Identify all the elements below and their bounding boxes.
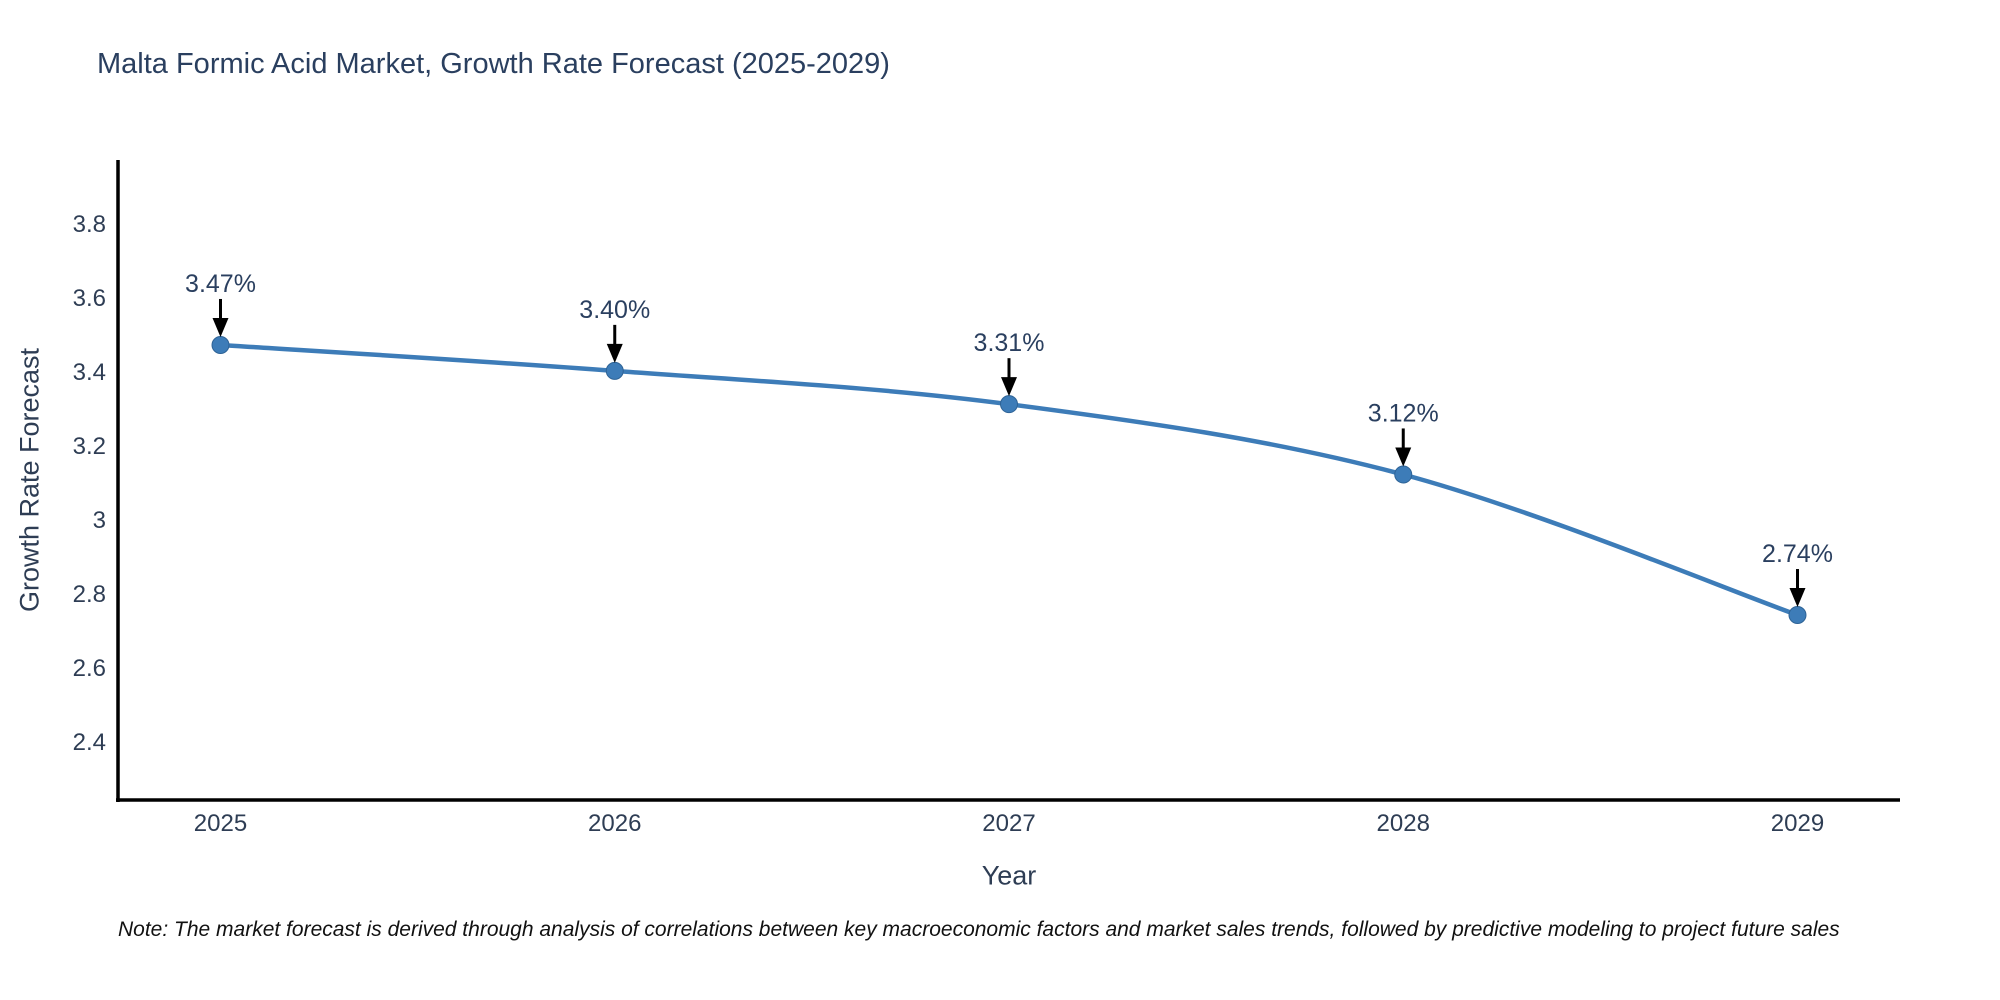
point-value-label: 3.47% xyxy=(185,270,256,298)
x-tick-label: 2028 xyxy=(1377,810,1430,837)
y-tick-label: 3.8 xyxy=(73,211,106,238)
data-point[interactable] xyxy=(605,361,624,380)
point-value-label: 2.74% xyxy=(1762,540,1833,568)
x-tick-label: 2026 xyxy=(588,810,641,837)
y-tick-label: 2.4 xyxy=(73,729,106,756)
x-tick-label: 2027 xyxy=(982,810,1035,837)
x-tick-label: 2025 xyxy=(194,810,247,837)
chart-title: Malta Formic Acid Market, Growth Rate Fo… xyxy=(97,48,890,80)
data-point[interactable] xyxy=(211,335,230,354)
data-point[interactable] xyxy=(1394,465,1413,484)
data-point[interactable] xyxy=(1000,395,1018,414)
point-value-label: 3.31% xyxy=(974,329,1045,357)
y-tick-label: 2.8 xyxy=(73,581,106,608)
data-point[interactable] xyxy=(1788,606,1807,625)
annotation-arrowhead-icon xyxy=(1001,377,1017,397)
y-tick-label: 3 xyxy=(93,507,106,534)
x-tick-label: 2029 xyxy=(1771,810,1824,837)
point-value-label: 3.12% xyxy=(1368,399,1439,427)
annotation-arrowhead-icon xyxy=(1789,588,1806,608)
y-tick-label: 2.6 xyxy=(73,655,106,682)
y-tick-label: 3.4 xyxy=(73,359,106,386)
x-axis-title: Year xyxy=(981,860,1037,891)
annotation-arrowhead-icon xyxy=(212,317,229,337)
y-tick-label: 3.6 xyxy=(73,285,106,312)
point-value-label: 3.40% xyxy=(579,296,650,324)
annotation-arrowhead-icon xyxy=(1395,447,1412,467)
y-tick-label: 3.2 xyxy=(73,433,106,460)
annotation-arrowhead-icon xyxy=(606,343,623,363)
footnote: Note: The market forecast is derived thr… xyxy=(118,918,1840,941)
